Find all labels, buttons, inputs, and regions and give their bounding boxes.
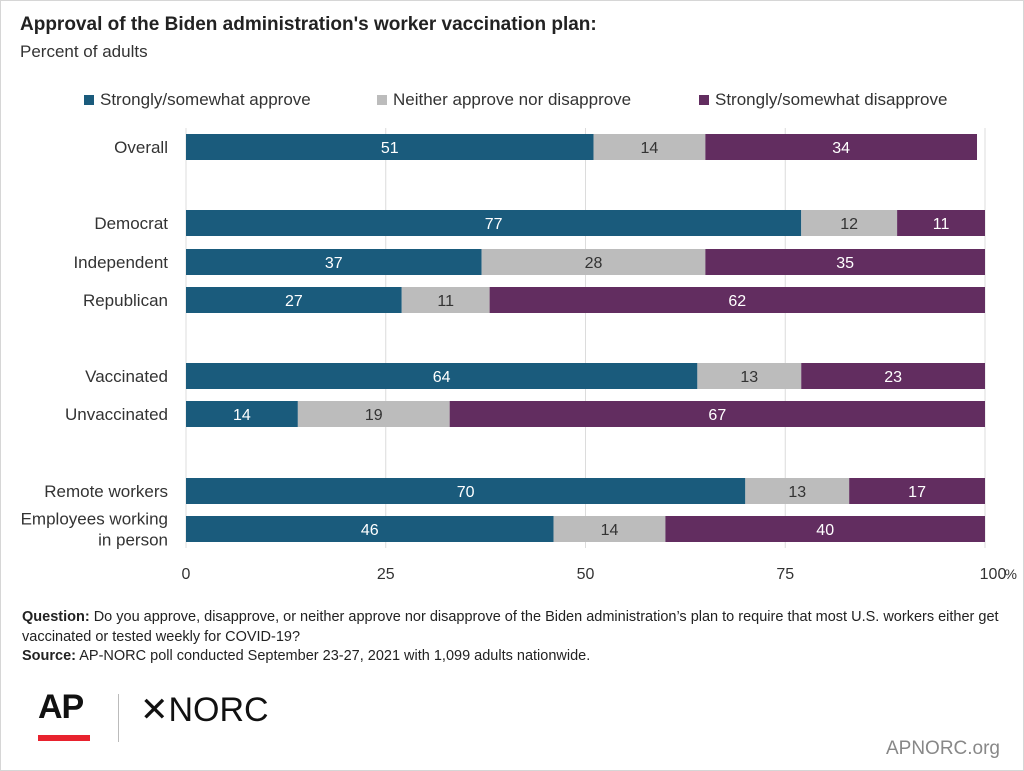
bar-disapprove [705, 134, 978, 160]
x-tick-label: 50 [577, 566, 595, 583]
bar-disapprove [801, 363, 985, 389]
data-label: 23 [884, 369, 902, 386]
ap-logo: AP [38, 688, 84, 726]
bar-chart: 51 14 34 Overall 77 12 11 Democrat 37 28 35 Indepen… [21, 128, 1017, 583]
category-label: in person [98, 531, 168, 550]
bar-approve [186, 363, 698, 389]
category-label: Overall [114, 138, 168, 157]
x-tick-label: 100 [980, 566, 1007, 583]
legend-item-neither: Neither approve nor disapprove [377, 90, 631, 110]
data-label: 19 [365, 407, 383, 424]
data-label: 13 [788, 484, 806, 501]
legend-label-disapprove: Strongly/somewhat disapprove [715, 90, 948, 109]
ap-logo-underline [38, 735, 90, 741]
data-label: 62 [728, 293, 746, 310]
bar-neither [801, 210, 898, 236]
legend-item-disapprove: Strongly/somewhat disapprove [699, 90, 947, 110]
category-label: Unvaccinated [65, 405, 168, 424]
bar-neither [745, 478, 850, 504]
legend-swatch-disapprove [699, 95, 709, 105]
data-label: 27 [285, 293, 303, 310]
bar-disapprove [897, 210, 985, 236]
bar-neither [553, 516, 666, 542]
data-label: 14 [233, 407, 251, 424]
data-label: 14 [601, 522, 619, 539]
data-label: 40 [816, 522, 834, 539]
data-label: 11 [437, 293, 454, 310]
data-label: 14 [641, 140, 659, 157]
source-text: AP-NORC poll conducted September 23-27, … [79, 648, 591, 664]
bar-disapprove [665, 516, 985, 542]
legend-label-approve: Strongly/somewhat approve [100, 90, 311, 109]
legend: Strongly/somewhat approve Neither approv… [0, 90, 1024, 112]
bar-approve [186, 134, 594, 160]
bar-neither [593, 134, 706, 160]
bar-neither [697, 363, 802, 389]
bar-approve [186, 478, 746, 504]
legend-swatch-approve [84, 95, 94, 105]
category-label: Employees working [21, 510, 168, 529]
bar-approve [186, 249, 482, 275]
x-tick-label: 0 [182, 566, 191, 583]
category-label: Republican [83, 291, 168, 310]
category-label: Independent [73, 253, 168, 272]
data-label: 12 [840, 216, 858, 233]
x-unit-label: % [1005, 566, 1017, 582]
bar-disapprove [489, 287, 985, 313]
site-url: APNORC.org [885, 738, 1000, 759]
bar-disapprove [449, 401, 985, 427]
bar-approve [186, 516, 554, 542]
data-label: 77 [485, 216, 503, 233]
data-label: 67 [708, 407, 726, 424]
bar-approve [186, 210, 802, 236]
bar-neither [481, 249, 706, 275]
category-label: Remote workers [44, 482, 168, 501]
x-tick-label: 75 [776, 566, 794, 583]
source-label: Source: [22, 648, 76, 664]
data-label: 11 [933, 216, 950, 233]
source-note: Source: AP-NORC poll conducted September… [22, 648, 590, 664]
legend-item-approve: Strongly/somewhat approve [84, 90, 311, 110]
legend-swatch-neither [377, 95, 387, 105]
data-label: 13 [740, 369, 758, 386]
x-tick-label: 25 [377, 566, 395, 583]
chart-subtitle: Percent of adults [20, 42, 148, 61]
legend-label-neither: Neither approve nor disapprove [393, 90, 632, 109]
data-label: 28 [585, 255, 603, 272]
data-label: 64 [433, 369, 451, 386]
data-label: 34 [832, 140, 850, 157]
question-label: Question: [22, 609, 90, 625]
category-label: Democrat [94, 214, 168, 233]
bar-neither [401, 287, 490, 313]
question-text: Do you approve, disapprove, or neither a… [22, 609, 999, 645]
question-note: Question: Do you approve, disapprove, or… [22, 607, 1012, 647]
data-label: 17 [908, 484, 926, 501]
bar-disapprove [705, 249, 985, 275]
norc-logo: ✕NORC [140, 691, 269, 729]
chart-title: Approval of the Biden administration's w… [20, 14, 597, 35]
data-label: 35 [836, 255, 854, 272]
data-label: 70 [457, 484, 475, 501]
category-label: Vaccinated [85, 367, 168, 386]
bar-approve [186, 401, 298, 427]
data-label: 46 [361, 522, 379, 539]
bar-approve [186, 287, 402, 313]
bar-neither [297, 401, 450, 427]
logo-divider [118, 694, 119, 742]
data-label: 37 [325, 255, 343, 272]
data-label: 51 [381, 140, 399, 157]
bar-disapprove [849, 478, 985, 504]
